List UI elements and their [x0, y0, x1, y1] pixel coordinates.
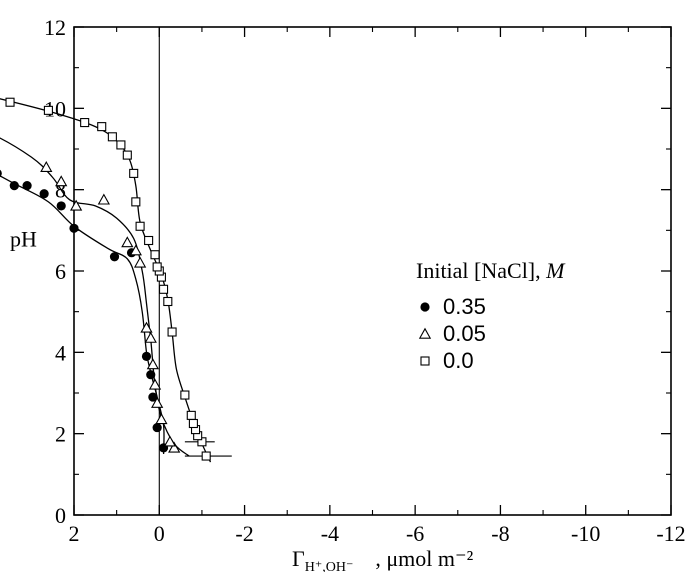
- y-tick-label: 2: [55, 422, 66, 447]
- point-0.0: [116, 140, 126, 150]
- legend-label-0.0: 0.0: [443, 348, 474, 373]
- point-0.05: [121, 236, 134, 248]
- fit-curve-0.0: [0, 98, 212, 463]
- x-tick-label: 0: [154, 521, 165, 546]
- point-0.05: [168, 441, 181, 453]
- point-0.0: [180, 390, 190, 400]
- point-0.35: [69, 223, 79, 233]
- point-0.05: [148, 378, 162, 390]
- point-0.35: [146, 370, 156, 380]
- point-0.0: [144, 235, 154, 246]
- point-0.05: [69, 199, 83, 211]
- legend-marker-0.35: [420, 302, 430, 312]
- point-0.05: [55, 175, 68, 187]
- point-0.0: [5, 97, 15, 107]
- x-tick-label: -4: [321, 521, 339, 546]
- point-0.05: [146, 358, 160, 370]
- point-0.05: [151, 396, 164, 408]
- legend-title: Initial [NaCl], M: [416, 258, 566, 283]
- legend-marker-0.05: [418, 327, 432, 339]
- point-0.35: [22, 181, 32, 191]
- y-tick-label: 8: [55, 178, 66, 203]
- x-tick-label: -10: [571, 521, 600, 546]
- x-axis-label: ΓH⁺,OH⁻, μmol m⁻²: [292, 546, 474, 572]
- y-tick-label: 12: [44, 15, 66, 40]
- x-tick-label: -8: [491, 521, 509, 546]
- legend-marker-0.0: [420, 356, 430, 366]
- point-0.05: [155, 413, 168, 425]
- point-0.0: [107, 132, 117, 142]
- point-0.35: [56, 201, 66, 211]
- y-tick-label: 4: [55, 340, 66, 365]
- point-0.0: [159, 284, 169, 294]
- legend: Initial [NaCl], M 0.350.050.0: [416, 258, 566, 373]
- x-tick-label: -6: [406, 521, 424, 546]
- point-0.35: [39, 189, 49, 199]
- point-0.05: [163, 435, 177, 447]
- point-0.35: [9, 181, 19, 191]
- legend-label-0.35: 0.35: [443, 294, 486, 319]
- point-0.0: [167, 327, 177, 337]
- point-0.0: [201, 451, 211, 461]
- fit-curves: [0, 98, 212, 463]
- point-0.0: [186, 410, 196, 420]
- point-0.35: [109, 252, 120, 262]
- point-0.05: [133, 256, 147, 268]
- x-tick-label: -12: [656, 521, 685, 546]
- point-0.0: [122, 150, 132, 160]
- legend-label-0.05: 0.05: [443, 321, 486, 346]
- y-axis-label: pH: [10, 227, 37, 252]
- point-0.35: [141, 351, 152, 361]
- point-0.35: [152, 422, 162, 433]
- point-0.0: [43, 105, 53, 115]
- point-0.0: [131, 197, 141, 207]
- point-0.35: [148, 392, 158, 402]
- point-0.05: [97, 193, 110, 205]
- point-0.0: [129, 168, 139, 178]
- point-0.0: [188, 418, 198, 429]
- point-0.0: [163, 296, 173, 307]
- point-0.0: [97, 122, 107, 132]
- x-tick-label: -2: [235, 521, 253, 546]
- point-0.05: [140, 321, 153, 333]
- point-0.0: [152, 262, 162, 272]
- data-points: [0, 97, 211, 461]
- point-0.0: [135, 221, 145, 231]
- y-tick-label: 0: [55, 503, 66, 528]
- point-0.0: [80, 118, 90, 128]
- point-0.05: [144, 331, 157, 343]
- fit-curve-0.05: [0, 137, 190, 457]
- y-tick-label: 6: [55, 259, 66, 284]
- point-0.05: [40, 160, 53, 173]
- point-0.0: [150, 250, 160, 260]
- point-0.35: [0, 169, 2, 178]
- x-tick-label: 2: [69, 521, 80, 546]
- point-0.05: [129, 244, 142, 256]
